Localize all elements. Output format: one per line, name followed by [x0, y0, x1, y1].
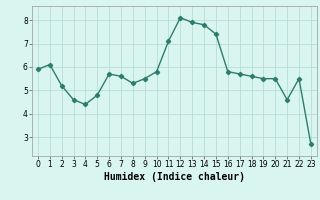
X-axis label: Humidex (Indice chaleur): Humidex (Indice chaleur)	[104, 172, 245, 182]
